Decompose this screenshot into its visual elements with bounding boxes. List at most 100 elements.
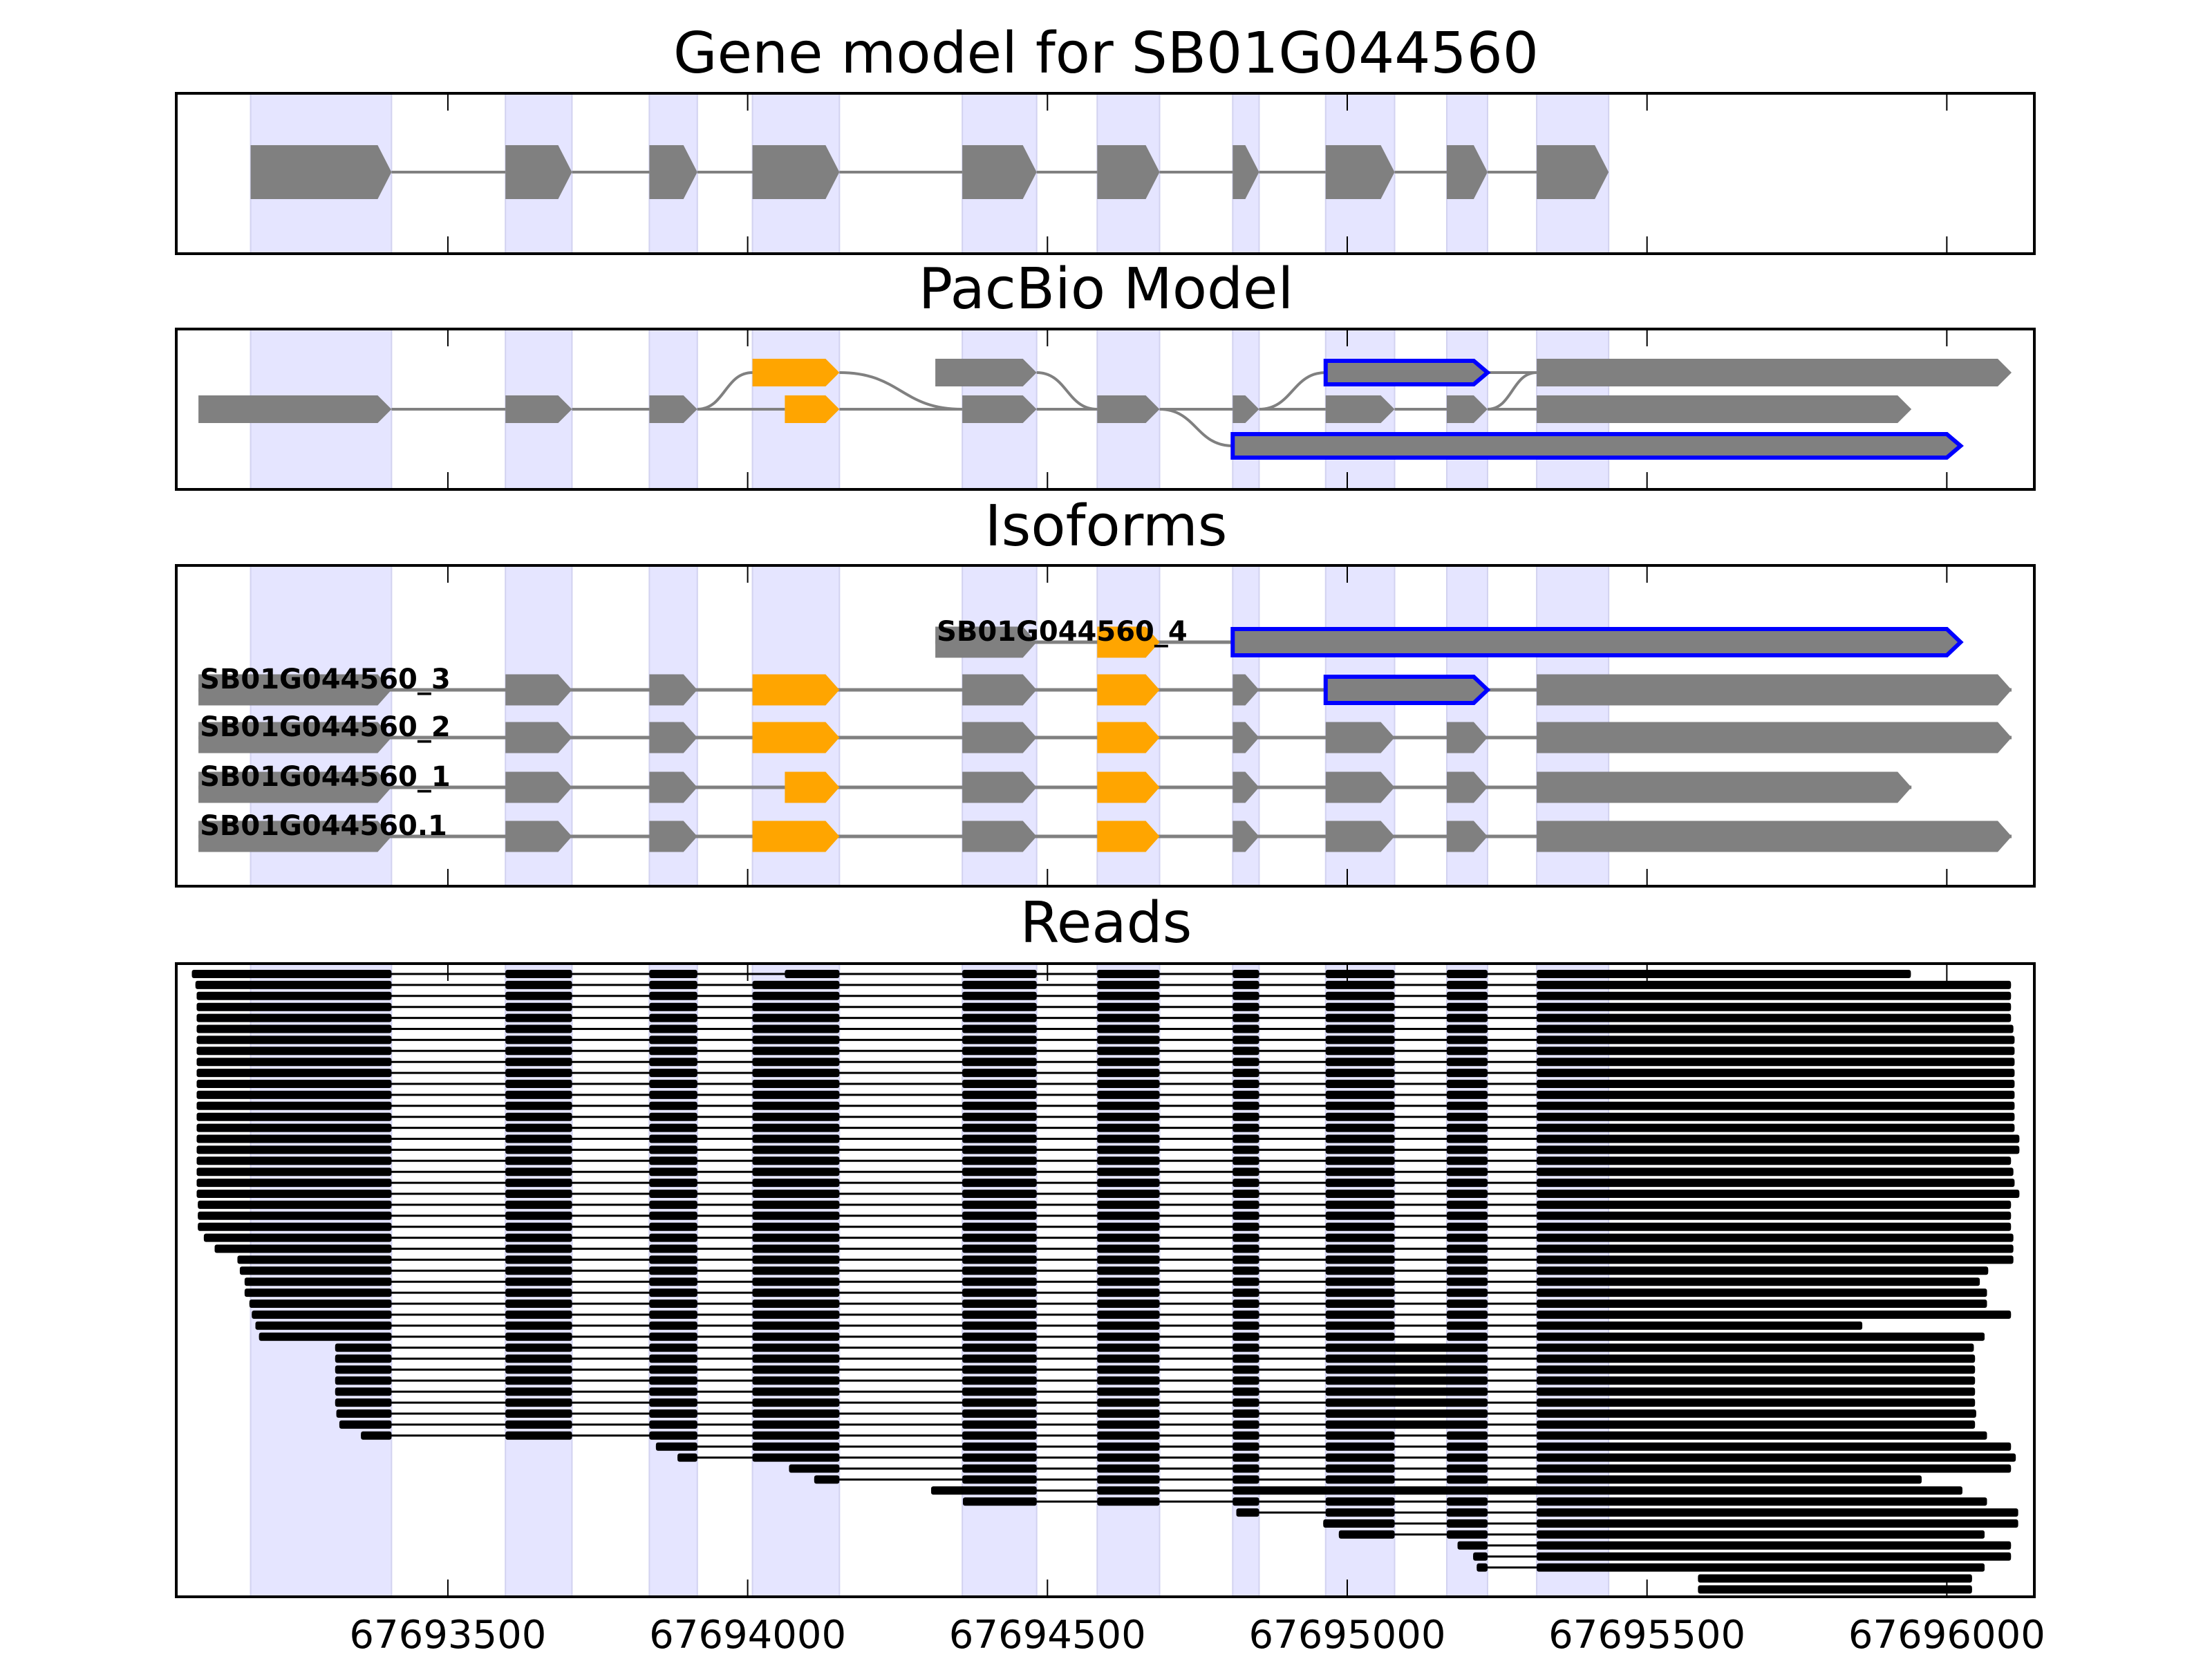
read-block: [1537, 1475, 1922, 1484]
read-block: [1325, 1332, 1395, 1341]
read-block: [962, 1168, 1037, 1177]
read-block: [1232, 1376, 1259, 1385]
read-block: [505, 1398, 572, 1407]
read-block: [505, 1145, 572, 1154]
read-block: [505, 1168, 572, 1177]
read-block: [505, 1244, 572, 1253]
read-block: [505, 1266, 572, 1275]
read-block: [1325, 1035, 1395, 1044]
read-block: [1232, 991, 1259, 1000]
read: [339, 1420, 1976, 1429]
isoform-exon: [1446, 771, 1488, 803]
read-block: [505, 1047, 572, 1056]
read-block: [649, 1300, 697, 1308]
read-block: [1097, 1200, 1160, 1209]
read-block: [1097, 980, 1160, 989]
read-block: [1446, 1508, 1488, 1517]
isoforms-axes: SB01G044560_4 SB01G044560_3 SB01G044560_2 S…: [175, 564, 2036, 888]
read: [1338, 1530, 1985, 1539]
read-block: [962, 1266, 1037, 1275]
read-block: [1446, 1288, 1488, 1297]
read: [196, 1190, 2020, 1198]
read-block: [1446, 1200, 1488, 1209]
read-block: [1537, 1266, 1989, 1275]
read-block: [752, 1168, 840, 1177]
read-block: [752, 1069, 840, 1078]
pacbio-exon-node: [785, 395, 840, 423]
read-block: [1097, 1035, 1160, 1044]
read-block: [649, 1321, 697, 1330]
read-block: [752, 1398, 840, 1407]
read-block: [649, 1233, 697, 1242]
read-block: [649, 1200, 697, 1209]
splice-edge: [697, 371, 753, 411]
read-block: [1097, 1058, 1160, 1067]
read: [259, 1332, 1985, 1341]
isoform-label: SB01G044560_3: [200, 664, 451, 695]
isoform-exon: [1325, 771, 1395, 803]
read: [1477, 1563, 1985, 1572]
read-block: [649, 1277, 697, 1286]
read-block: [1232, 1200, 1259, 1209]
read-block: [752, 1300, 840, 1308]
read-block: [1446, 1530, 1488, 1539]
read-block: [962, 991, 1037, 1000]
read-block: [1325, 1101, 1395, 1110]
read-block: [962, 1123, 1037, 1132]
isoform-exon: [1537, 674, 2012, 706]
read: [196, 1179, 2015, 1188]
isoform-exon: [1097, 771, 1160, 803]
read-block: [1232, 1266, 1259, 1275]
read-block: [1446, 1002, 1488, 1011]
read-block: [1097, 1047, 1160, 1056]
read-block: [1232, 1497, 1259, 1506]
read-block: [1446, 1134, 1488, 1143]
read-block: [1097, 1266, 1160, 1275]
read-block: [1232, 1035, 1259, 1044]
read-block: [752, 1376, 840, 1385]
read: [255, 1321, 1863, 1330]
read-block: [962, 1409, 1037, 1418]
read: [196, 991, 2012, 1000]
isoform-exon: [198, 722, 392, 753]
read-block: [1325, 1409, 1488, 1418]
read-block: [1325, 1387, 1488, 1396]
read-block: [752, 1145, 840, 1154]
read-block: [191, 970, 392, 978]
read-block: [752, 1156, 840, 1165]
read-block: [1325, 1069, 1395, 1078]
read-block: [505, 1069, 572, 1078]
read: [196, 1069, 2015, 1078]
read-block: [649, 1420, 697, 1429]
read-block: [1097, 1024, 1160, 1033]
read-block: [1446, 1277, 1488, 1286]
read-block: [752, 1343, 840, 1352]
read-block: [649, 1244, 697, 1253]
read: [196, 1090, 2015, 1099]
read-block: [1537, 1211, 2012, 1220]
axes-frame: [175, 92, 2036, 255]
isoform-track: SB01G044560_3: [198, 664, 2012, 706]
read: [789, 1464, 2012, 1473]
read-block: [505, 1058, 572, 1067]
read-block: [962, 1179, 1037, 1188]
read-block: [1097, 1233, 1160, 1242]
read-block: [1325, 1112, 1395, 1121]
read-block: [505, 1300, 572, 1308]
read-block: [1232, 1168, 1259, 1177]
gene-model-exon: [1232, 145, 1259, 199]
read-block: [962, 1047, 1037, 1056]
read-block: [1325, 1343, 1488, 1352]
read-block: [649, 1310, 697, 1319]
read-block: [1325, 1508, 1395, 1517]
read-block: [752, 1179, 840, 1188]
read-block: [1232, 1288, 1259, 1297]
isoform-exon: [649, 771, 697, 803]
read: [1698, 1585, 1972, 1594]
read-block: [649, 1156, 697, 1165]
read-block: [649, 1398, 697, 1407]
read-block: [752, 1058, 840, 1067]
read-block: [962, 1387, 1037, 1396]
pacbio-axes: [175, 328, 2036, 491]
